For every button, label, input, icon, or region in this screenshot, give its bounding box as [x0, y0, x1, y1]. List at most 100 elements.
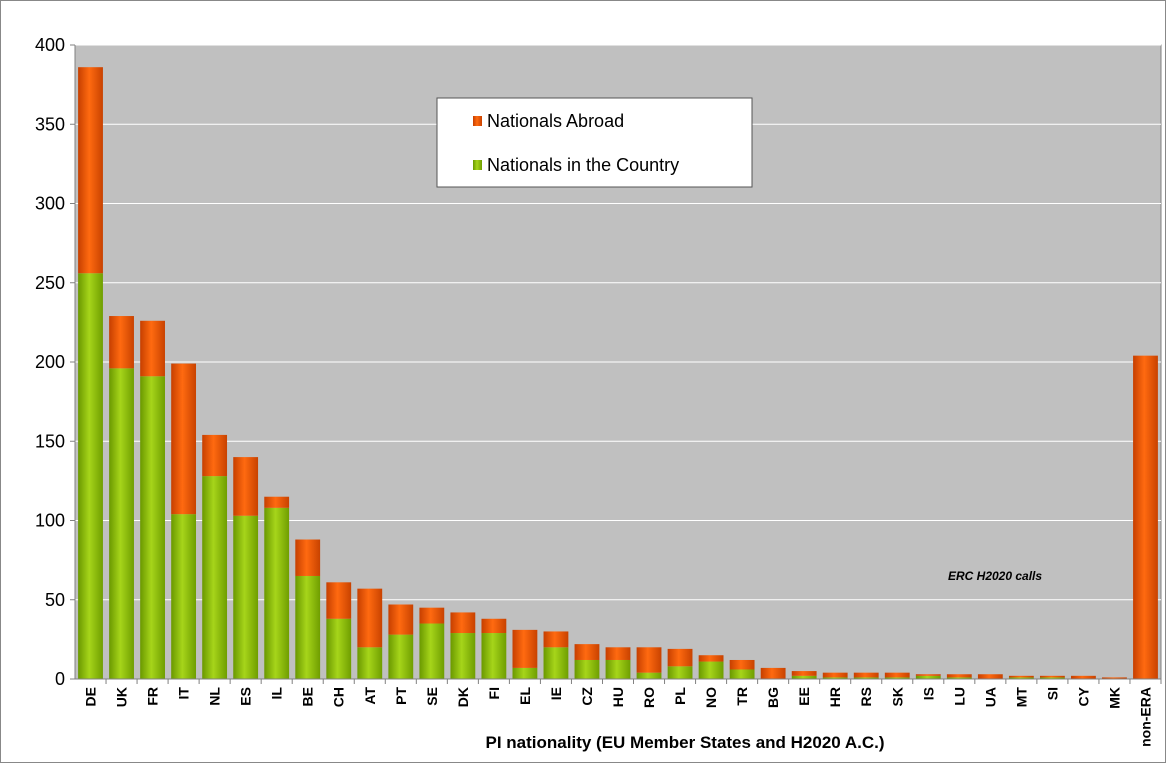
x-tick-label-be: BE	[300, 687, 316, 706]
legend-box	[436, 97, 753, 188]
bar-abroad-ro	[636, 647, 662, 673]
bar-abroad-uk	[109, 316, 134, 369]
bar-abroad-fr	[140, 320, 165, 377]
x-tick-label-mt: MT	[1013, 687, 1029, 708]
y-axis-ticks: 0 50 100 150 200 250 300 350 400	[35, 35, 75, 689]
x-tick-label-ro: RO	[641, 687, 657, 708]
bar-abroad-pl	[667, 648, 693, 667]
x-tick-label-nl: NL	[207, 687, 223, 706]
x-tick-label-ch: CH	[331, 687, 347, 707]
bar-abroad-be	[295, 539, 321, 576]
bar-abroad-cz	[574, 644, 600, 660]
bar-in-country-el	[512, 667, 538, 679]
bar-abroad-no	[698, 655, 724, 662]
bar-in-country-fi	[481, 633, 507, 679]
x-tick-label-dk: DK	[455, 687, 471, 707]
bar-abroad-cy	[1071, 675, 1096, 679]
x-tick-label-rs: RS	[858, 687, 874, 706]
bar-abroad-es	[233, 457, 259, 516]
x-tick-label-de: DE	[83, 687, 99, 706]
bar-in-country-ie	[543, 647, 569, 679]
bar-in-country-is	[915, 675, 941, 679]
bar-abroad-mk	[1102, 677, 1127, 679]
bar-in-country-pl	[667, 666, 693, 679]
bar-in-country-uk	[109, 368, 134, 679]
bar-abroad-si	[1039, 675, 1065, 678]
x-tick-label-at: AT	[362, 687, 378, 705]
bars	[78, 67, 1158, 679]
bar-abroad-rs	[853, 672, 879, 678]
x-tick-label-si: SI	[1044, 687, 1060, 700]
y-tick-label: 350	[35, 114, 65, 134]
bar-in-country-pt	[388, 634, 414, 679]
bar-in-country-dk	[450, 633, 476, 679]
bar-in-country-nl	[202, 476, 228, 679]
bar-in-country-fr	[140, 376, 165, 679]
x-tick-label-no: NO	[703, 687, 719, 708]
x-tick-label-bg: BG	[765, 687, 781, 708]
bar-abroad-tr	[729, 659, 755, 670]
y-tick-label: 200	[35, 352, 65, 372]
x-tick-label-tr: TR	[734, 687, 750, 706]
x-tick-label-hu: HU	[610, 687, 626, 707]
bar-in-country-hu	[605, 659, 631, 679]
x-tick-label-fi: FI	[486, 687, 502, 699]
bar-abroad-bg	[760, 667, 786, 679]
bar-abroad-nl	[202, 434, 228, 477]
bar-abroad-is	[915, 674, 941, 676]
x-tick-label-sk: SK	[889, 687, 905, 706]
x-tick-label-cz: CZ	[579, 687, 595, 706]
bar-abroad-pt	[388, 604, 414, 635]
y-tick-label: 150	[35, 431, 65, 451]
legend: Nationals Abroad Nationals in the Countr…	[436, 97, 753, 188]
bar-abroad-sk	[884, 672, 910, 678]
bar-in-country-es	[233, 515, 259, 679]
y-tick-label: 50	[45, 590, 65, 610]
bar-in-country-si	[1039, 677, 1065, 679]
bar-in-country-il	[264, 507, 290, 679]
bar-abroad-il	[264, 496, 290, 508]
bar-in-country-at	[357, 647, 383, 679]
bar-abroad-non-era	[1133, 355, 1158, 679]
bar-abroad-at	[357, 588, 383, 648]
chart-annotation: ERC H2020 calls	[948, 569, 1042, 583]
x-axis-title: PI nationality (EU Member States and H20…	[486, 733, 885, 752]
bar-in-country-tr	[729, 669, 755, 679]
x-tick-label-is: IS	[920, 687, 936, 700]
bar-in-country-ch	[326, 618, 352, 679]
bar-abroad-hr	[822, 672, 848, 678]
bar-abroad-el	[512, 629, 538, 668]
x-tick-label-mk: MK	[1106, 687, 1122, 709]
x-tick-label-ua: UA	[982, 687, 998, 707]
x-axis-category-labels: DE UK FR IT NL ES IL BE CH AT PT SE DK FI EL IE CZ HU RO PL…	[83, 679, 1162, 747]
bar-abroad-ch	[326, 582, 352, 619]
y-tick-label: 400	[35, 35, 65, 55]
bar-abroad-ie	[543, 631, 569, 648]
x-tick-label-il: IL	[269, 687, 285, 700]
y-tick-label: 0	[55, 669, 65, 689]
x-tick-label-pl: PL	[672, 687, 688, 705]
x-tick-label-fr: FR	[145, 687, 161, 706]
bar-in-country-cz	[574, 659, 600, 679]
x-tick-label-it: IT	[176, 687, 192, 700]
bar-abroad-se	[419, 607, 445, 624]
x-tick-label-hr: HR	[827, 687, 843, 707]
bar-abroad-ee	[791, 671, 817, 676]
x-tick-label-non-era: non-ERA	[1137, 687, 1153, 747]
bar-in-country-ee	[791, 675, 817, 679]
bar-in-country-it	[171, 514, 197, 679]
x-tick-label-pt: PT	[393, 687, 409, 705]
x-tick-label-lu: LU	[951, 687, 967, 706]
x-tick-label-es: ES	[238, 687, 254, 706]
bar-abroad-de	[78, 67, 103, 274]
bar-in-country-se	[419, 623, 445, 679]
bar-in-country-sk	[884, 677, 910, 679]
bar-abroad-dk	[450, 612, 476, 634]
y-tick-label: 100	[35, 511, 65, 531]
bar-in-country-ro	[636, 672, 662, 679]
bar-in-country-mt	[1008, 677, 1034, 679]
bar-in-country-be	[295, 575, 321, 679]
bar-abroad-it	[171, 363, 197, 515]
bar-abroad-ua	[977, 674, 1003, 679]
